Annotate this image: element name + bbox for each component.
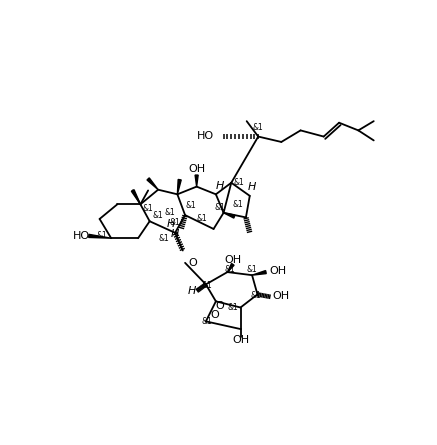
Text: &1: &1	[224, 264, 235, 274]
Text: &1: &1	[250, 291, 261, 300]
Text: H: H	[171, 229, 179, 239]
Text: H: H	[215, 181, 224, 191]
Text: &1: &1	[153, 210, 163, 219]
Text: HO: HO	[197, 131, 214, 141]
Text: &1: &1	[97, 231, 108, 240]
Text: &1: &1	[201, 281, 212, 291]
Text: O: O	[215, 301, 224, 311]
Text: &1: &1	[253, 123, 264, 132]
Text: &1: &1	[185, 201, 196, 210]
Text: OH: OH	[270, 266, 287, 275]
Text: H: H	[167, 219, 175, 229]
Polygon shape	[147, 178, 158, 190]
Polygon shape	[132, 190, 140, 204]
Text: OH: OH	[224, 255, 241, 265]
Text: OH: OH	[188, 164, 205, 174]
Text: O: O	[211, 310, 219, 320]
Text: OH: OH	[273, 291, 290, 301]
Text: H: H	[188, 286, 196, 295]
Text: &1: &1	[227, 303, 238, 312]
Text: &1: &1	[143, 204, 153, 214]
Polygon shape	[227, 263, 234, 272]
Polygon shape	[177, 179, 181, 194]
Text: &1: &1	[234, 178, 244, 187]
Text: HO: HO	[73, 231, 90, 241]
Text: &1: &1	[164, 208, 175, 217]
Text: &1: &1	[170, 218, 180, 227]
Polygon shape	[195, 175, 198, 186]
Polygon shape	[89, 235, 111, 238]
Text: &1: &1	[158, 234, 169, 243]
Text: &1: &1	[201, 317, 212, 326]
Text: &1: &1	[233, 200, 243, 209]
Text: O: O	[188, 258, 197, 268]
Text: OH: OH	[232, 335, 249, 345]
Text: &1: &1	[197, 214, 208, 223]
Text: &1: &1	[215, 203, 225, 212]
Text: &1: &1	[247, 264, 257, 274]
Polygon shape	[252, 271, 266, 275]
Text: H: H	[248, 182, 256, 192]
Polygon shape	[224, 213, 235, 218]
